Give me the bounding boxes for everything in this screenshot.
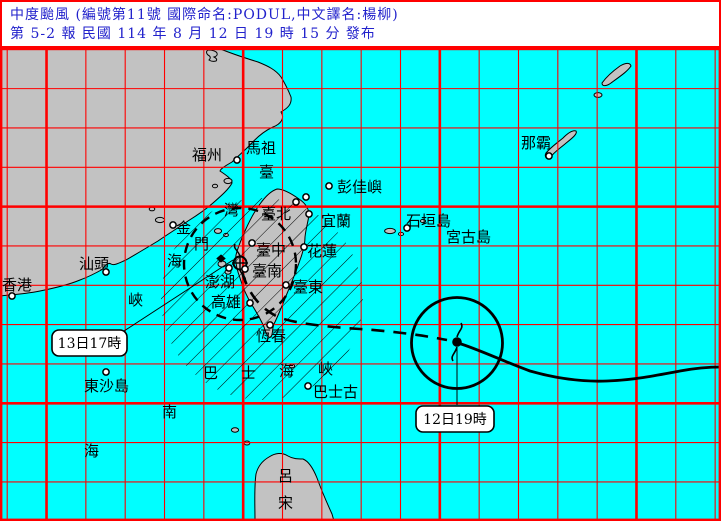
marker-hualien-dot (300, 243, 308, 251)
current-time-label: 12日19時 (423, 412, 487, 428)
header-typhoon-title: 中度颱風 (編號第11號 國際命名:PODUL,中文譯名:楊柳) (10, 7, 399, 23)
map-label-yilan: 宜蘭 (321, 212, 351, 230)
marker-hengchun-dot (266, 321, 274, 329)
forecast-time-label: 13日17時 (58, 336, 122, 352)
typhoon-forecast-symbol (232, 243, 248, 283)
map-label-pengjia-islet: 彭佳嶼 (337, 178, 382, 196)
map-label-dongsha: 東沙島 (84, 377, 129, 395)
marker-matsu-dot (233, 156, 241, 164)
marker-shantou-dot (102, 268, 110, 276)
map-label-miyako: 宮古島 (446, 228, 491, 246)
map-label-hongkong: 香港 (2, 276, 32, 294)
marker-kinmen-dot (169, 221, 177, 229)
forecast-probability-circle (182, 206, 298, 322)
marker-dongsha-dot (102, 368, 110, 376)
map-label-tainan: 臺南 (252, 262, 282, 280)
map-label-kinmen-1: 金 (176, 219, 191, 237)
map-label-taiwan-strait-3: 海 (167, 252, 182, 270)
forecast-track-dashed (240, 271, 448, 342)
marker-naha-dot (545, 152, 553, 160)
marker-yilan-dot (305, 210, 313, 218)
map-label-bashi-4: 峽 (318, 360, 333, 378)
marker-taipei-dot (292, 198, 300, 206)
map-label-taiwan-strait-1: 臺 (259, 163, 274, 181)
map-label-taiwan-strait-2: 灣 (224, 201, 239, 219)
islet (593, 92, 603, 98)
marker-layer (8, 152, 553, 390)
storm-reach-hatched-area (161, 198, 363, 400)
map-label-kaohsiung: 高雄 (211, 293, 241, 311)
warning-header: 中度颱風 (編號第11號 國際命名:PODUL,中文譯名:楊柳) 第 5-2 報… (0, 0, 721, 48)
luzon-island (254, 453, 335, 521)
marker-basco-dot (304, 382, 312, 390)
map-label-naha: 那霸 (521, 134, 551, 152)
map-label-taipei: 臺北 (261, 205, 291, 223)
islet (384, 227, 396, 235)
map-label-shantou: 汕頭 (79, 255, 109, 273)
map-label-ishigaki: 石垣島 (406, 212, 451, 230)
china-coast (0, 47, 292, 297)
current-time-box: 12日19時 (415, 405, 495, 433)
islet (154, 216, 166, 224)
marker-taichung-dot (248, 239, 256, 247)
marker-tainan-dot (241, 265, 249, 273)
islet (419, 218, 427, 224)
forecast-time-box: 13日17時 (51, 329, 128, 357)
islet (230, 427, 240, 433)
map-border (0, 47, 721, 521)
marker-taitung-dot (282, 281, 290, 289)
header-issue-info: 第 5-2 報 民國 114 年 8 月 12 日 19 時 15 分 發布 (10, 26, 376, 42)
map-label-hengchun: 恆春 (256, 327, 286, 345)
past-track-line (457, 341, 721, 383)
map-label-taitung: 臺東 (293, 278, 323, 296)
map-label-bashi-3: 海 (279, 362, 294, 380)
marker-pengjia-dot (325, 182, 333, 190)
map-label-bashi-1: 巴 (203, 364, 218, 382)
marker-ishigaki-dot (403, 224, 411, 232)
marker-kaohsiung-dot (246, 299, 254, 307)
marker-keelung-dot (302, 193, 310, 201)
map-label-south-china-sea-2: 海 (84, 442, 99, 460)
map-label-luzon: 呂宋島 (278, 467, 293, 521)
map-label-taiwan-strait-4: 峽 (128, 291, 143, 309)
map-label-south-china-sea-1: 南 (162, 403, 177, 421)
map-label-fuzhou: 福州 (192, 146, 222, 164)
islet (211, 183, 219, 189)
forecast-label-leader-line (123, 259, 234, 332)
map-label-hualien: 花蓮 (307, 242, 337, 260)
map-label-matsu: 馬祖 (246, 139, 276, 157)
map-label-kinmen-2: 門 (194, 235, 209, 253)
marker-penghu-dot (225, 264, 233, 272)
map-label-bashi-2: 士 (241, 364, 256, 382)
map-label-penghu: 澎湖 (205, 273, 235, 291)
map-label-basco: 巴士古 (313, 383, 358, 401)
map-label-taichung: 臺中 (256, 241, 286, 259)
islet (206, 49, 218, 62)
islet (223, 177, 233, 185)
typhoon-current-symbol (451, 322, 463, 362)
marker-hongkong-dot (8, 292, 16, 300)
amami-island (601, 62, 632, 87)
